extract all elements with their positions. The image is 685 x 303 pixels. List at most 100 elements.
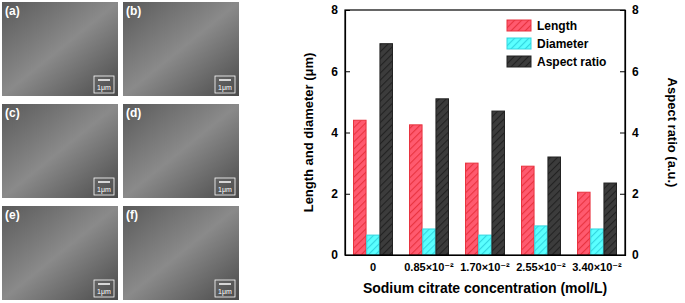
tick-label: 3.40×10⁻² <box>572 261 622 273</box>
tick-mark <box>620 255 625 256</box>
tick-label: 0.85×10⁻² <box>404 261 454 273</box>
legend-label: Diameter <box>537 37 589 51</box>
scale-bar <box>219 283 231 285</box>
y2-axis: 0 2 4 6 8 <box>620 3 639 262</box>
bar <box>423 229 436 255</box>
tick: 0.85×10⁻² <box>404 255 454 273</box>
bar <box>410 125 423 255</box>
bar <box>354 120 367 255</box>
image-panel: (f)1μm <box>123 206 239 300</box>
image-placeholder <box>2 2 118 96</box>
bar <box>591 229 604 255</box>
scale-bar-label: 1μm <box>97 288 111 296</box>
bar <box>604 183 617 255</box>
tick-label: 1.70×10⁻² <box>460 261 510 273</box>
scale-bar-box <box>215 76 235 93</box>
axis-line <box>346 11 351 256</box>
tick-mark <box>345 194 350 195</box>
tick: 2 <box>620 187 639 201</box>
scale-bar-box <box>94 280 114 297</box>
plot-area <box>354 44 617 255</box>
scale-bar-box <box>94 178 114 195</box>
legend-swatch <box>507 38 531 49</box>
tick-label: 2 <box>331 187 338 201</box>
image-panel: (c)1μm <box>2 104 118 198</box>
tick-label: 4 <box>632 126 639 140</box>
tick-mark <box>620 10 625 11</box>
scale-bar-label: 1μm <box>97 84 111 92</box>
tick: 1.70×10⁻² <box>460 255 510 273</box>
legend-item: Aspect ratio <box>507 55 606 69</box>
tick-label: 6 <box>331 65 338 79</box>
scale-bar-box <box>215 178 235 195</box>
bar <box>367 235 380 255</box>
bar <box>492 111 505 255</box>
tick-mark <box>345 133 350 134</box>
image-placeholder <box>2 206 118 300</box>
image-placeholder <box>123 206 239 300</box>
tick-label: 0 <box>632 248 639 262</box>
tick-mark <box>620 133 625 134</box>
legend-label: Aspect ratio <box>537 55 606 69</box>
tick: 4 <box>620 126 639 140</box>
tick-label: 2 <box>632 187 639 201</box>
scale-bar-label: 1μm <box>218 186 232 194</box>
panel-label: (a) <box>5 4 20 18</box>
tick: 2.55×10⁻² <box>516 255 566 273</box>
tick-label: 0 <box>370 261 376 273</box>
axis-line <box>620 11 626 256</box>
scale-bar <box>219 181 231 183</box>
panel-label: (e) <box>5 208 20 222</box>
scale-bar-label: 1μm <box>97 186 111 194</box>
tick: 6 <box>331 65 350 79</box>
tick-label: 6 <box>632 65 639 79</box>
tick: 0 <box>331 248 350 262</box>
tick: 8 <box>620 3 639 17</box>
tick-mark <box>345 255 350 256</box>
bar <box>479 235 492 255</box>
image-panel: (b) 1μm <box>123 2 239 96</box>
tick-label: 4 <box>331 126 338 140</box>
legend-item: Length <box>507 19 577 33</box>
tick-label: 0 <box>331 248 338 262</box>
tick: 4 <box>331 126 350 140</box>
image-panel: (e) 1μm <box>2 206 118 300</box>
tick: 2 <box>331 187 350 201</box>
bar <box>466 163 479 255</box>
tick-mark <box>345 71 350 72</box>
tick-mark <box>620 71 625 72</box>
bar <box>436 99 449 255</box>
y2-axis-title: Aspect ratio (a.u.) <box>665 78 680 188</box>
panel-label: (b) <box>126 4 141 18</box>
scale-bar-label: 1μm <box>218 288 232 296</box>
scale-bar <box>98 181 110 183</box>
image-placeholder <box>123 2 239 96</box>
tick: 8 <box>331 3 350 17</box>
figure: (a)1μm(b)1μm(c)1μm(d)1μm(e)1μm(f)1μm00.8… <box>0 0 685 303</box>
legend: Length Diameter Aspect ratio <box>507 19 606 69</box>
scale-bar-box <box>215 280 235 297</box>
bar <box>578 192 591 255</box>
axis-line <box>346 255 626 256</box>
panel-label: (d) <box>126 106 141 120</box>
y-axis-title: Length and diameter (μm) <box>301 53 316 213</box>
tick: 6 <box>620 65 639 79</box>
tick-mark <box>620 194 625 195</box>
plot-frame <box>345 10 625 255</box>
scale-bar <box>98 79 110 81</box>
tick: 3.40×10⁻² <box>572 255 622 273</box>
tick: 0 <box>370 255 376 273</box>
y-axis: 0 2 4 6 8 <box>331 3 350 262</box>
image-placeholder <box>2 104 118 198</box>
legend-swatch <box>507 56 531 67</box>
legend-swatch <box>507 20 531 31</box>
image-panel: (d) 1μm <box>123 104 239 198</box>
tick-label: 8 <box>331 3 338 17</box>
image-placeholder <box>123 104 239 198</box>
bar <box>380 44 393 255</box>
bar <box>535 226 548 255</box>
scale-bar <box>98 283 110 285</box>
scale-bar-label: 1μm <box>218 84 232 92</box>
tick-mark <box>345 10 350 11</box>
image-panel: (a) 1μm <box>2 2 118 96</box>
